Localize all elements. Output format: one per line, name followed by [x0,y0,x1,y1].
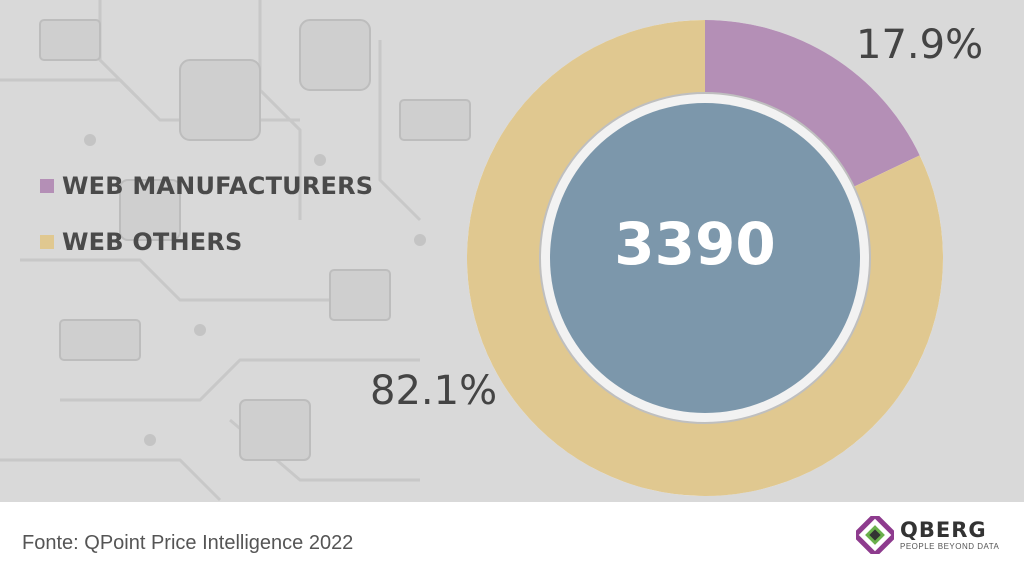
slice-web-others [467,20,944,496]
data-label-web-manufacturers: 17.9% [856,22,984,68]
legend-label: WEB OTHERS [62,228,243,256]
legend-swatch [40,179,54,193]
donut-center [550,103,860,413]
legend-label: WEB MANUFACTURERS [62,172,374,200]
data-label-web-others: 82.1% [370,368,498,414]
footer: Fonte: QPoint Price Intelligence 2022 QB… [0,502,1024,567]
qberg-logo-icon [856,516,894,554]
legend-swatch [40,235,54,249]
slice-web-manufacturers [705,20,920,187]
circuit-board-background [0,0,471,502]
logo-tagline: PEOPLE BEYOND DATA [900,541,1000,551]
legend-item-web-manufacturers: WEB MANUFACTURERS [40,172,373,200]
qberg-logo: QBERG PEOPLE BEYOND DATA [856,516,999,554]
donut-chart [467,20,944,496]
legend-item-web-others: WEB OTHERS [40,228,243,256]
logo-name: QBERG [900,517,987,542]
source-note: Fonte: QPoint Price Intelligence 2022 [22,532,354,554]
chart-panel: WEB MANUFACTURERS WEB OTHERS 17.9% 82.1%… [0,0,1024,502]
center-total-value: 3390 [614,210,776,278]
